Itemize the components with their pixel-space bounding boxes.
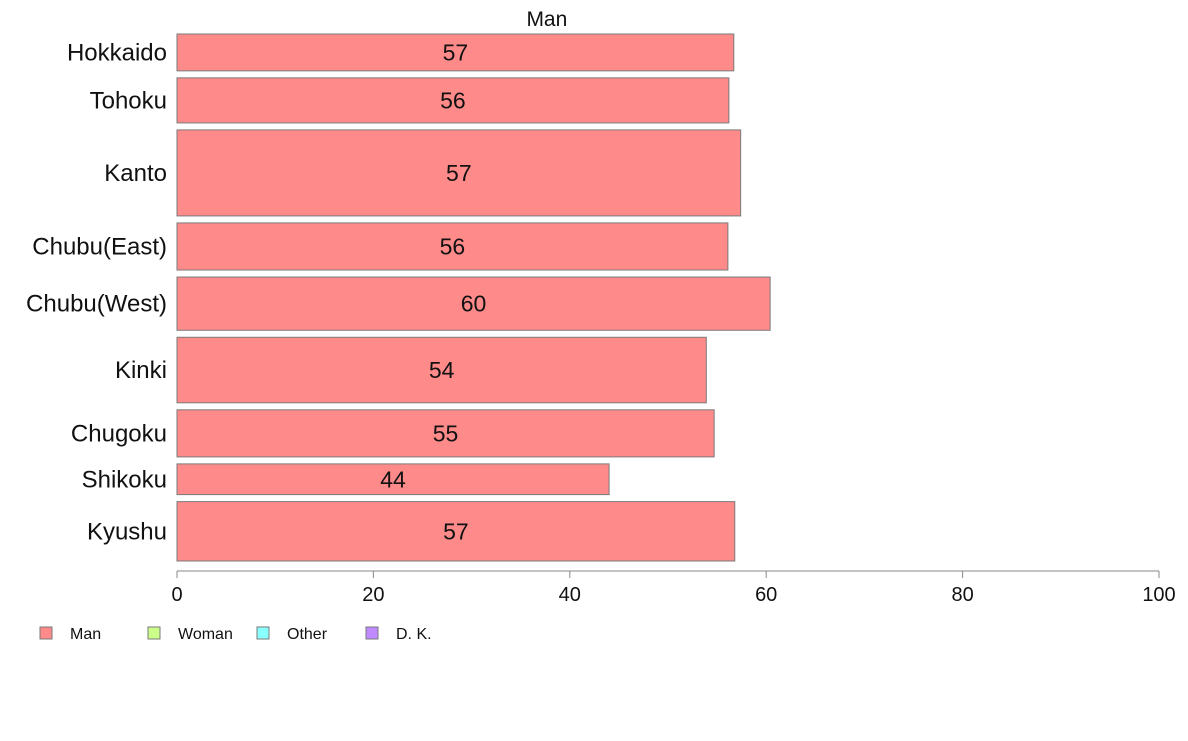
bar-value-label: 56 [440,87,466,113]
bar-value-label: 56 [440,233,466,259]
category-label: Shikoku [82,466,167,493]
legend-label: Woman [178,626,233,643]
legend-swatch-man [39,626,53,640]
legend-label: D. K. [396,626,432,643]
category-label: Kyushu [87,518,167,545]
bar-chubu-east- [176,222,729,271]
x-tick-label: 80 [951,584,973,606]
bar-value-label: 57 [443,39,469,65]
legend-label: Other [287,626,328,643]
legend-swatch-woman [147,626,161,640]
bar-value-label: 57 [446,160,472,186]
bar-kanto [176,129,742,217]
bar-value-label: 44 [380,466,406,492]
bar-chubu-west- [176,276,771,331]
legend-swatch-d-k- [365,626,379,640]
bar-value-label: 55 [433,420,459,446]
category-label: Chubu(West) [26,291,167,318]
panel-title: Man [526,8,567,31]
x-tick-label: 60 [755,584,777,606]
category-label: Chugoku [71,420,167,447]
bar-tohoku [176,77,730,124]
category-label: Hokkaido [67,39,167,66]
x-tick-label: 40 [559,584,581,606]
bar-hokkaido [176,33,735,72]
bar-kinki [176,336,707,404]
bar-value-label: 60 [461,291,487,317]
bar-value-label: 57 [443,518,469,544]
bar-shikoku [176,463,610,496]
legend-swatch-other [256,626,270,640]
category-label: Kanto [104,160,167,187]
bar-kyushu [176,501,736,562]
bar-chugoku [176,409,715,458]
x-tick-label: 0 [171,584,182,606]
category-label: Tohoku [90,87,167,114]
category-label: Kinki [115,357,167,384]
legend-label: Man [70,626,101,643]
category-label: Chubu(East) [32,233,167,260]
x-tick-label: 100 [1142,584,1175,606]
x-tick-label: 20 [362,584,384,606]
bar-value-label: 54 [429,357,455,383]
